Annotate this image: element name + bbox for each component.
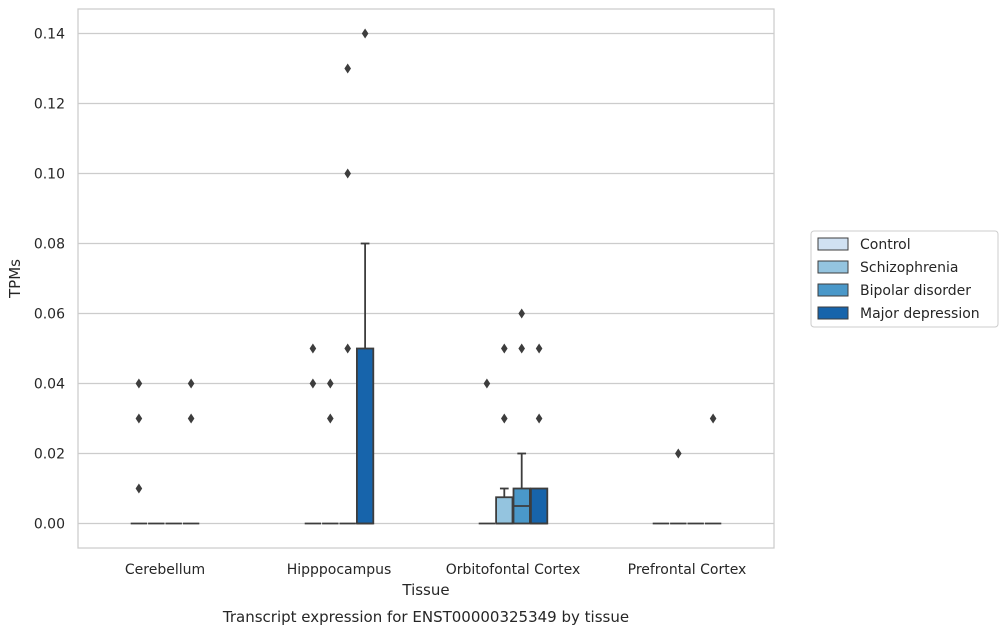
outlier-point <box>309 343 317 354</box>
box-body <box>355 347 375 525</box>
outlier-point <box>135 483 143 494</box>
outlier-point <box>675 448 682 459</box>
x-tick-label: Prefrontal Cortex <box>628 562 747 578</box>
outlier-point <box>344 63 351 74</box>
outlier-point <box>535 343 543 354</box>
legend-frame <box>810 230 999 328</box>
legend-swatch <box>817 237 849 251</box>
box-bipolar-disorder <box>512 452 531 525</box>
plot-frame <box>77 8 775 549</box>
outlier-point <box>135 413 143 424</box>
outlier-point <box>187 413 195 424</box>
box-groups <box>130 242 722 525</box>
y-axis-label: TPMs <box>6 259 24 299</box>
outlier-point <box>327 378 334 389</box>
box-schizophrenia <box>495 487 514 525</box>
outlier-point <box>518 343 525 354</box>
outlier-point <box>535 413 543 424</box>
x-axis-label: Tissue <box>401 581 449 599</box>
outlier-markers <box>135 28 717 494</box>
outlier-point <box>135 378 143 389</box>
y-tick-labels: 0.00 0.02 0.04 0.06 0.08 0.10 0.12 0.14 <box>34 27 65 533</box>
x-tick-label: Cerebellum <box>125 562 205 578</box>
box-major-depression <box>530 487 549 525</box>
y-tick-label: 0.00 <box>34 517 65 533</box>
outlier-point <box>361 28 369 39</box>
outlier-point <box>187 378 195 389</box>
legend-swatch <box>817 283 849 297</box>
outlier-point <box>501 343 508 354</box>
legend-swatch <box>817 306 849 320</box>
outlier-point <box>344 343 351 354</box>
legend-label: Schizophrenia <box>860 260 958 276</box>
box-major-depression <box>355 242 375 525</box>
y-tick-label: 0.10 <box>34 167 65 183</box>
outlier-point <box>518 308 525 319</box>
legend-label: Bipolar disorder <box>860 283 971 299</box>
y-tick-label: 0.02 <box>34 447 65 463</box>
box-body <box>530 487 549 525</box>
legend: Control Schizophrenia Bipolar disorder Majo… <box>810 230 999 328</box>
grid-lines <box>78 32 774 525</box>
outlier-point <box>709 413 717 424</box>
y-tick-label: 0.12 <box>34 97 65 113</box>
legend-swatch <box>817 260 849 274</box>
outlier-point <box>327 413 334 424</box>
x-tick-label: Orbitofontal Cortex <box>446 562 581 578</box>
outlier-point <box>344 168 351 179</box>
chart-caption: Transcript expression for ENST0000032534… <box>222 608 629 626</box>
x-tick-labels: Cerebellum Hipppocampus Orbitofontal Corte… <box>125 562 746 578</box>
box-body <box>495 496 514 525</box>
legend-label: Major depression <box>860 306 980 322</box>
y-tick-label: 0.06 <box>34 307 65 323</box>
outlier-point <box>501 413 508 424</box>
y-tick-label: 0.14 <box>34 27 65 43</box>
y-tick-label: 0.08 <box>34 237 65 253</box>
outlier-point <box>483 378 491 389</box>
outlier-point <box>309 378 317 389</box>
legend-label: Control <box>860 237 911 253</box>
x-tick-label: Hipppocampus <box>287 562 392 578</box>
y-tick-label: 0.04 <box>34 377 65 393</box>
